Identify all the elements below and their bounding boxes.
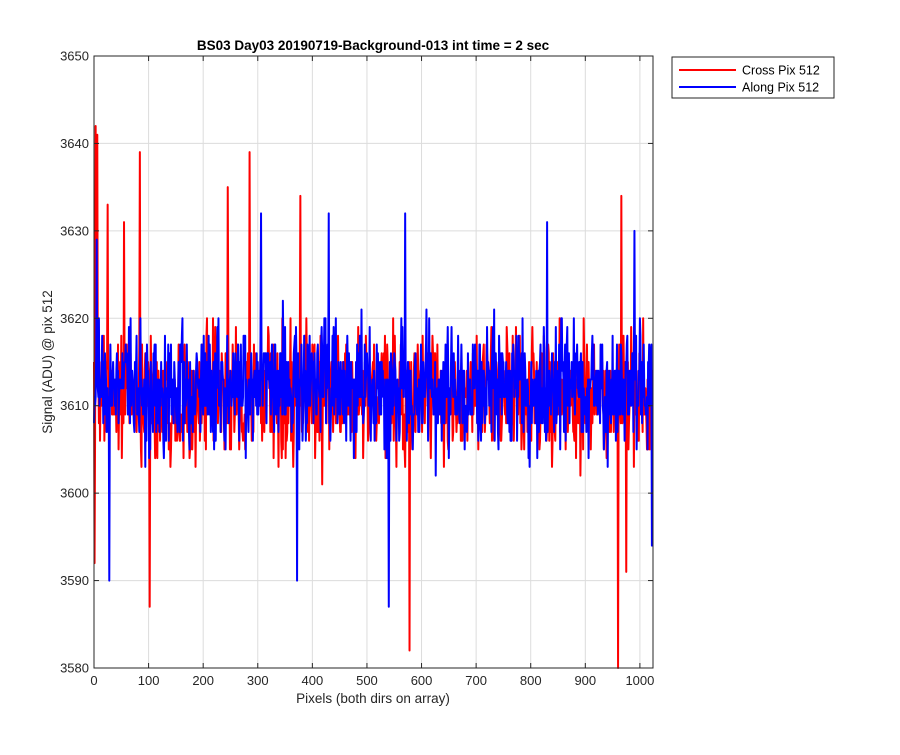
y-tick-label-3600: 3600 [60, 486, 89, 501]
y-tick-label-3590: 3590 [60, 573, 89, 588]
x-tick-label-1000: 1000 [625, 673, 654, 688]
x-tick-label-900: 900 [574, 673, 596, 688]
x-tick-label-600: 600 [411, 673, 433, 688]
y-tick-label-3580: 3580 [60, 661, 89, 676]
y-tick-label-3640: 3640 [60, 136, 89, 151]
y-axis-label: Signal (ADU) @ pix 512 [40, 290, 55, 434]
plot-box [93, 55, 654, 669]
y-tick-label-3630: 3630 [60, 223, 89, 238]
legend-label-cross: Cross Pix 512 [742, 64, 820, 78]
y-tick-label-3610: 3610 [60, 398, 89, 413]
x-tick-label-400: 400 [302, 673, 324, 688]
y-tick-label-3650: 3650 [60, 49, 89, 64]
x-axis-label: Pixels (both dirs on array) [296, 691, 450, 706]
legend-box [671, 56, 835, 99]
x-tick-label-700: 700 [465, 673, 487, 688]
axis-ticks: 0 100 200 300 400 500 600 700 800 900 1000 3580 3590… [60, 49, 654, 689]
x-tick-label-800: 800 [520, 673, 542, 688]
x-tick-label-100: 100 [138, 673, 160, 688]
series-line-1 [93, 212, 654, 608]
x-tick-label-200: 200 [192, 673, 214, 688]
legend: Cross Pix 512 Along Pix 512 [671, 56, 835, 99]
y-tick-label-3620: 3620 [60, 311, 89, 326]
x-tick-label-300: 300 [247, 673, 269, 688]
chart-title: BS03 Day03 20190719-Background-013 int t… [197, 38, 550, 53]
x-tick-label-500: 500 [356, 673, 378, 688]
series-layer [93, 124, 654, 669]
legend-label-along: Along Pix 512 [742, 81, 819, 95]
x-tick-label-0: 0 [90, 673, 97, 688]
